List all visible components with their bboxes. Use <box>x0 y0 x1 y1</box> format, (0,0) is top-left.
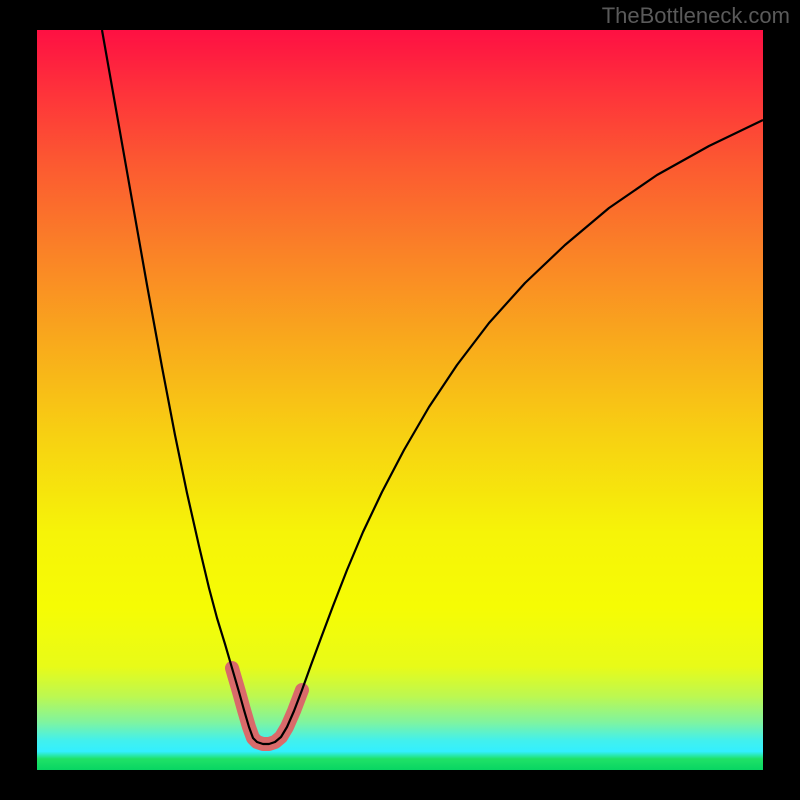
main-curve-path <box>102 30 763 744</box>
curve-svg <box>37 30 763 770</box>
plot-area <box>37 30 763 770</box>
watermark-text: TheBottleneck.com <box>602 3 790 29</box>
